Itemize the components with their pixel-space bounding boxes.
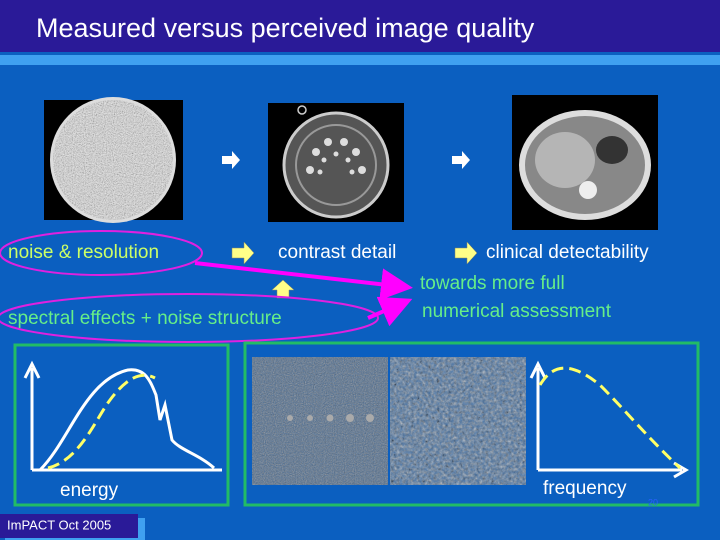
footer-box xyxy=(0,514,138,538)
spine xyxy=(579,181,597,199)
secondary-text: spectral effects + noise structure xyxy=(8,308,282,329)
page-number: 20 xyxy=(648,497,658,507)
axis-label: energy xyxy=(60,480,119,501)
faint-dots xyxy=(287,414,374,422)
spectrum-curve xyxy=(38,368,216,472)
title: Measured versus perceived image quality xyxy=(36,13,535,43)
axis-label: frequency xyxy=(543,478,627,499)
note-text: towards more full xyxy=(420,273,565,294)
liver xyxy=(535,132,595,188)
step-text: contrast detail xyxy=(278,242,396,263)
step-text: noise & resolution xyxy=(8,242,159,263)
phantom-inner xyxy=(295,124,377,206)
connector-arrow xyxy=(367,296,413,327)
spectrum-axes xyxy=(23,360,222,472)
title-bar xyxy=(0,0,720,52)
step-text: clinical detectability xyxy=(486,242,649,263)
image-arrows xyxy=(222,151,470,169)
phantom-disc xyxy=(282,111,390,219)
detail-dots xyxy=(306,138,366,175)
highlight-ellipse xyxy=(0,230,203,276)
noise-box xyxy=(243,341,700,507)
connector-arrow xyxy=(194,261,413,301)
title-stripe xyxy=(0,55,720,65)
step-arrows xyxy=(231,241,478,299)
footer-text: ImPACT Oct 2005 xyxy=(7,517,111,532)
spectrum-filtered xyxy=(47,373,156,470)
noise-tint xyxy=(252,357,388,485)
marker-dot xyxy=(297,105,307,115)
phantom-noise xyxy=(53,100,173,220)
noise-tint xyxy=(390,357,526,485)
noise-image-structured xyxy=(390,357,526,485)
note-text: numerical assessment xyxy=(422,301,612,322)
nps-curve xyxy=(538,366,682,470)
spectrum-box xyxy=(13,343,230,507)
stomach xyxy=(596,136,628,164)
